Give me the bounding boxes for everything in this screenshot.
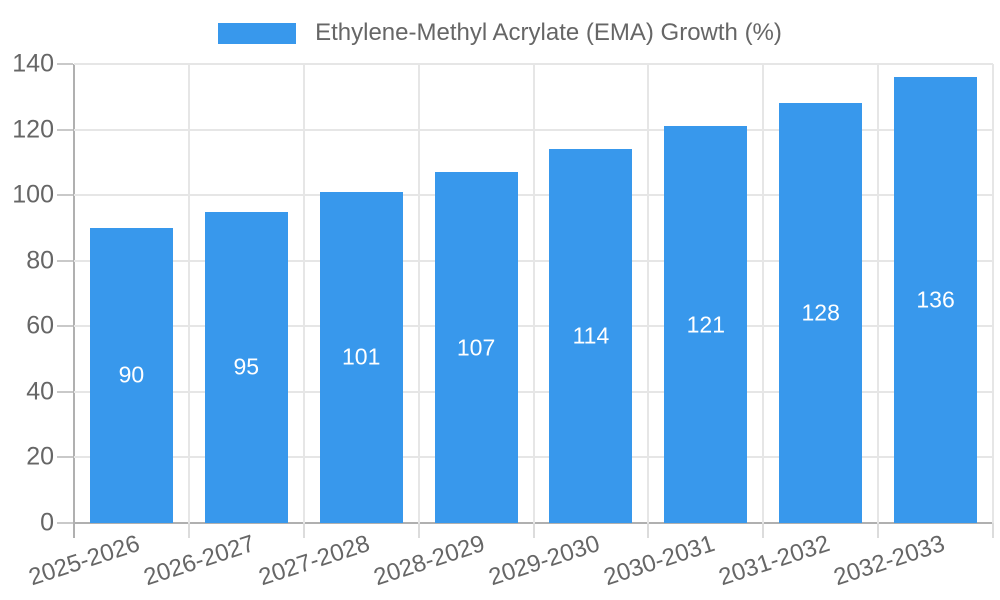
bar-value-label: 128 <box>801 299 840 326</box>
y-axis-label: 60 <box>26 311 54 340</box>
bar[interactable]: 136 <box>894 77 978 523</box>
v-gridline <box>532 64 535 523</box>
y-axis-tick <box>57 390 73 393</box>
bar[interactable]: 121 <box>664 126 748 523</box>
y-axis-label: 80 <box>26 246 54 275</box>
x-axis-tick <box>762 523 765 538</box>
x-axis-tick <box>877 523 880 538</box>
y-axis-label: 0 <box>40 508 54 537</box>
x-axis-tick <box>417 523 420 538</box>
bar[interactable]: 95 <box>204 211 288 523</box>
bar-value-label: 90 <box>118 361 145 388</box>
y-axis-label: 100 <box>12 180 54 209</box>
y-axis-tick <box>57 63 73 65</box>
y-axis-tick <box>57 128 73 131</box>
y-axis-tick <box>57 259 73 262</box>
y-axis-label: 120 <box>12 115 54 144</box>
bar-value-label: 136 <box>916 286 955 313</box>
y-axis-tick <box>57 325 73 328</box>
v-gridline <box>417 64 420 523</box>
x-axis-tick <box>647 523 650 538</box>
bar[interactable]: 114 <box>549 149 633 523</box>
bar-value-label: 95 <box>233 353 260 380</box>
v-gridline <box>762 64 765 523</box>
y-axis-tick <box>57 456 73 459</box>
y-axis-label: 140 <box>12 49 54 78</box>
y-axis-label: 40 <box>26 377 54 406</box>
bar-value-label: 107 <box>456 334 496 361</box>
bar[interactable]: 101 <box>319 191 403 523</box>
legend-swatch <box>218 22 297 44</box>
y-axis-tick <box>57 522 73 524</box>
legend-label: Ethylene-Methyl Acrylate (EMA) Growth (%… <box>315 19 782 46</box>
y-axis-label: 20 <box>26 442 54 471</box>
bar-value-label: 121 <box>686 311 725 338</box>
x-axis-tick <box>73 523 75 538</box>
bar-value-label: 114 <box>572 322 610 349</box>
x-axis-tick <box>187 523 190 538</box>
bar[interactable]: 128 <box>779 103 863 523</box>
v-gridline <box>187 64 190 523</box>
v-gridline <box>302 64 305 523</box>
x-axis-tick <box>992 523 994 538</box>
v-gridline <box>992 64 994 523</box>
x-axis-tick <box>302 523 305 538</box>
x-axis-tick <box>532 523 535 538</box>
plot-area: 90 95 101 107 114 121 128 136 <box>57 63 994 538</box>
bar[interactable]: 107 <box>434 172 518 523</box>
legend[interactable]: Ethylene-Methyl Acrylate (EMA) Growth (%… <box>0 19 1000 46</box>
bar-value-label: 101 <box>342 343 381 370</box>
y-axis-tick <box>57 194 73 197</box>
v-gridline <box>647 64 650 523</box>
v-gridline <box>877 64 880 523</box>
y-axis-line <box>73 64 75 523</box>
bar[interactable]: 90 <box>89 227 173 523</box>
